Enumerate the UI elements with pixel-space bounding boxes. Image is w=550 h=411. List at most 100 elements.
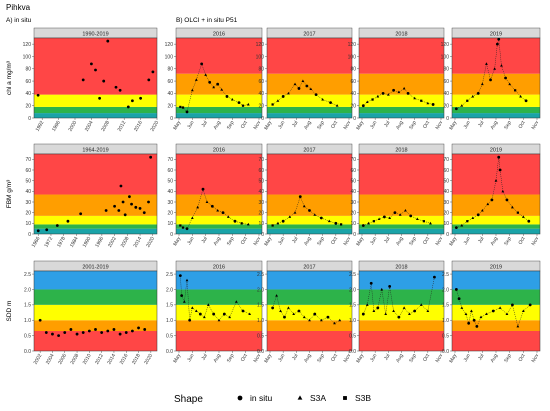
x-tick-label: Oct	[517, 119, 526, 129]
point-insitu	[188, 318, 192, 322]
point-insitu	[123, 213, 127, 217]
x-tick-label: 2014	[106, 353, 117, 366]
band-orange	[452, 194, 540, 216]
y-tick-label: 0	[261, 232, 264, 238]
point-insitu	[142, 211, 146, 215]
x-tick-label: Jun	[277, 353, 286, 363]
x-tick-label: Oct	[330, 119, 339, 129]
point-insitu	[489, 78, 492, 82]
x-tick-label: Jun	[277, 236, 286, 246]
x-tick-label: 2012	[117, 120, 128, 133]
x-tick-label: Sep	[226, 120, 236, 131]
point-insitu	[393, 211, 397, 215]
figure-title: Pihkva	[6, 3, 31, 12]
x-tick-label: Jun	[369, 120, 378, 130]
x-tick-label: Nov	[253, 353, 263, 364]
x-tick-label: 2004	[84, 120, 95, 133]
x-tick-label: May	[448, 120, 458, 132]
point-s3a	[217, 318, 221, 322]
band-red	[267, 331, 352, 351]
point-s3a	[505, 312, 509, 316]
point-insitu	[326, 315, 330, 319]
y-tick-label: 0	[446, 232, 449, 238]
x-tick-label: Sep	[316, 236, 326, 247]
x-tick-label: 2020	[149, 120, 160, 133]
x-tick-label: Aug	[490, 120, 500, 131]
point-s3a	[365, 303, 369, 306]
band-green	[176, 289, 262, 305]
strip-label: 2018	[395, 31, 407, 37]
point-insitu	[36, 93, 40, 97]
x-tick-label: Aug	[490, 236, 500, 247]
point-insitu	[329, 101, 332, 105]
panel-chl-insitu: 1990-2019 0 20 40 60 80 100 120 1992 1996 2000 2004…	[23, 27, 160, 133]
panel-frame	[33, 153, 158, 235]
panel-chl-year-2018: 2018 0 20 40 60 80 100 120 May Jun Jul Aug Sep Oct Nov	[348, 27, 444, 132]
point-insitu	[281, 95, 285, 98]
ylabel-sdd: SDD m	[6, 301, 13, 322]
y-tick-label: 1.5	[257, 303, 264, 309]
y-tick-label: 40	[25, 189, 31, 195]
point-s3a	[516, 324, 520, 328]
y-tick-label: 100	[165, 54, 174, 60]
y-tick-label: 50	[443, 178, 449, 184]
y-tick-label: 60	[258, 168, 264, 174]
series-line	[456, 289, 531, 328]
x-tick-label: May	[172, 120, 182, 132]
point-s3a	[230, 97, 234, 101]
point-insitu	[524, 99, 528, 103]
band-teal	[267, 113, 352, 118]
band-blue	[176, 271, 262, 290]
x-tick-label: Jun	[369, 236, 378, 246]
x-tick-label: 1990	[82, 236, 93, 249]
point-s3a	[293, 211, 297, 214]
y-tick-label: 40	[25, 91, 31, 97]
point-insitu	[124, 331, 128, 334]
y-tick-label: 50	[350, 178, 356, 184]
point-s3a	[386, 93, 390, 96]
y-tick-label: 0.5	[349, 333, 356, 339]
y-tick-label: 60	[443, 79, 449, 85]
band-orange	[452, 73, 540, 95]
band-green	[267, 106, 352, 114]
point-s3a	[327, 219, 331, 223]
y-tick-label: 20	[167, 210, 173, 216]
x-tick-label: May	[172, 353, 182, 365]
panel-chl-year-2017: 2017 0 20 40 60 80 100 120 May Jun Jul Aug Sep Oct Nov	[256, 27, 352, 131]
point-insitu	[81, 331, 85, 334]
x-tick-label: May	[355, 120, 365, 132]
y-tick-label: 70	[167, 157, 173, 163]
band-red	[359, 331, 444, 351]
series-line	[180, 63, 249, 113]
point-insitu	[504, 76, 507, 80]
x-tick-label: 2010	[82, 353, 93, 366]
point-insitu	[527, 219, 531, 223]
point-s3a	[408, 312, 411, 316]
y-tick-label: 120	[441, 42, 450, 48]
y-tick-label: 0.5	[257, 333, 264, 339]
point-insitu	[66, 219, 70, 223]
panel-fbm-year-2017: 2017 0 10 20 30 40 50 60 70 May Jun Jul Aug Sep Oct Nov	[258, 143, 352, 247]
point-insitu	[38, 318, 42, 322]
x-tick-label: Jun	[186, 353, 195, 363]
point-s3a	[246, 102, 250, 106]
x-tick-label: 1996	[94, 236, 105, 249]
y-tick-label: 80	[25, 67, 31, 73]
band-yellow	[452, 215, 540, 225]
point-s3a	[194, 78, 198, 81]
band-red	[267, 38, 352, 74]
strip-label: 2018	[395, 264, 407, 270]
band-teal	[452, 113, 540, 118]
point-insitu	[69, 328, 73, 331]
y-tick-label: 0	[261, 116, 264, 122]
point-insitu	[185, 110, 189, 114]
band-yellow	[176, 215, 262, 225]
point-s3a	[301, 79, 305, 83]
point-s3a	[419, 303, 423, 306]
point-insitu	[200, 62, 204, 66]
y-tick-label: 0.0	[24, 349, 31, 355]
y-tick-label: 80	[258, 67, 264, 73]
band-yellow	[359, 215, 444, 225]
band-green	[452, 224, 540, 229]
